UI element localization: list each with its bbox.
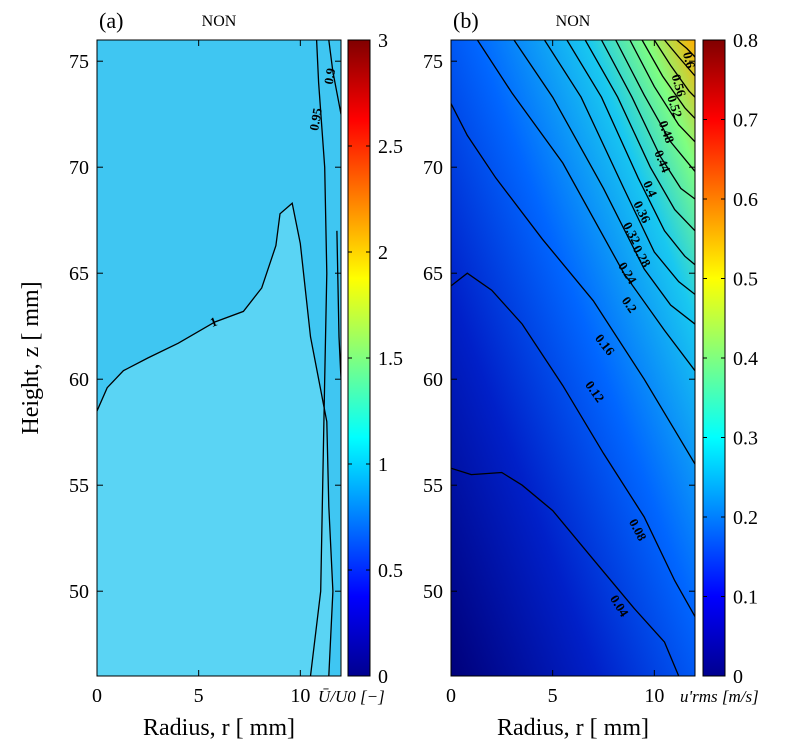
- panel-b-colorbar-tick-label: 0.2: [733, 507, 758, 529]
- panel-b-contour-label: 0.56: [669, 72, 690, 98]
- panel-a-ticks: 0 5 10 50 55 60 65 70 75: [69, 40, 341, 707]
- panel-b-contour-line: [451, 467, 680, 676]
- panel-b-y-tick-label: 75: [423, 51, 443, 73]
- panel-b-contours: [451, 40, 695, 676]
- panel-a-colorbar-tick-label: 1.5: [378, 348, 403, 370]
- panel-b-label: (b): [453, 8, 479, 33]
- panel-b-contour-line: [451, 272, 695, 617]
- panel-b-contour-label: 0.4: [640, 178, 661, 199]
- panel-b-x-tick-label: 0: [446, 685, 456, 707]
- panel-b-colorbar-tick-label: 0.3: [733, 428, 758, 450]
- panel-a-x-tick-label: 5: [194, 685, 204, 707]
- panel-a-y-tick-label: 70: [69, 157, 89, 179]
- panel-a-y-tick-label: 65: [69, 263, 89, 285]
- panel-a-contour-line: [336, 230, 341, 380]
- panel-a-inner-region: [97, 203, 333, 676]
- panel-b-y-tick-label: 70: [423, 157, 443, 179]
- panel-b-contour-line: [653, 40, 695, 98]
- panel-b-contour-line: [451, 103, 695, 465]
- panel-a-y-tick-label: 55: [69, 475, 89, 497]
- panel-a-contour-line: [309, 40, 328, 676]
- panel-b-contour-line: [513, 40, 695, 325]
- panel-b-title: NON: [556, 13, 591, 30]
- panel-b-contour-label: 0.6: [680, 50, 699, 70]
- panel-a-contours: [97, 40, 341, 676]
- panel-b-contour-label: 0.48: [656, 118, 678, 145]
- panel-b-x-tick-label: 10: [644, 685, 664, 707]
- y-axis-label: Height, z [ mm]: [18, 281, 44, 434]
- panel-a-x-tick-label: 0: [92, 685, 102, 707]
- panel-b-contour-line: [676, 40, 695, 58]
- panel-a-contour-label-09: 0.9: [321, 66, 339, 85]
- panel-b-colorbar-label: u'rms [m/s]: [680, 687, 759, 706]
- panel-a-colorbar-tick-label: 0: [378, 666, 388, 688]
- panel-b-colorbar-tick-label: 0.6: [733, 189, 758, 211]
- panel-b-contour-line: [600, 40, 695, 200]
- panel-a: 0 5 10 50 55 60 65 70 75 (a) NON 1 0.95 0.9: [69, 8, 342, 707]
- panel-b-contour-line: [615, 40, 695, 172]
- panel-a-contour-line: [328, 40, 341, 115]
- panel-b-colorbar-ticks: 0 0.1 0.2 0.3 0.4 0.5 0.6 0.7 0.8: [703, 30, 758, 688]
- panel-b-contour-line: [629, 40, 695, 143]
- panel-b-y-tick-label: 55: [423, 475, 443, 497]
- panel-b-colorbar-tick-label: 0.5: [733, 269, 758, 291]
- panel-b-y-tick-label: 65: [423, 263, 443, 285]
- panel-b-colorbar-tick-label: 0: [733, 666, 743, 688]
- panel-b-colorbar: 0 0.1 0.2 0.3 0.4 0.5 0.6 0.7 0.8 u'rms [m/s]: [680, 30, 759, 706]
- panel-a-colorbar-tick-label: 0.5: [378, 560, 403, 582]
- panel-b-contour-line: [476, 40, 695, 372]
- panel-a-contour-label-1: 1: [208, 314, 219, 330]
- panel-b-contour-line: [584, 40, 695, 232]
- panel-a-colorbar: 0 0.5 1 1.5 2 2.5 3 Ū/U0 [−]: [318, 30, 403, 706]
- panel-b-x-tick-label: 5: [548, 685, 558, 707]
- x-axis-label-a: Radius, r [ mm]: [143, 715, 295, 741]
- panel-a-colorbar-tick-label: 2: [378, 242, 388, 264]
- panel-a-y-tick-label: 50: [69, 581, 89, 603]
- panel-a-colorbar-label: Ū/U0 [−]: [318, 687, 385, 706]
- panel-b-colorbar-tick-label: 0.8: [733, 30, 758, 52]
- panel-a-colorbar-tick-label: 1: [378, 454, 388, 476]
- panel-b-y-tick-label: 60: [423, 369, 443, 391]
- panel-a-colorbar-tick-label: 3: [378, 30, 388, 52]
- panel-b-ticks: 0 5 10 50 55 60 65 70 75: [423, 40, 695, 707]
- panel-a-x-tick-label: 10: [290, 685, 310, 707]
- panel-b-y-tick-label: 50: [423, 581, 443, 603]
- panel-b-colorbar-tick-label: 0.7: [733, 110, 758, 132]
- panel-a-colorbar-ticks: 0 0.5 1 1.5 2 2.5 3: [348, 30, 403, 688]
- x-axis-label-b: Radius, r [ mm]: [497, 715, 649, 741]
- panel-b-colorbar-tick-label: 0.4: [733, 348, 758, 370]
- panel-a-label: (a): [99, 8, 123, 33]
- panel-a-contour-label-095: 0.95: [306, 106, 325, 132]
- panel-a-y-tick-label: 75: [69, 51, 89, 73]
- panel-b-contour-label: 0.52: [664, 93, 685, 119]
- panel-b-contour-line: [641, 40, 695, 119]
- panel-b-plot-area: [451, 40, 695, 676]
- panel-a-contour-line: [97, 201, 334, 676]
- panel-a-colorbar-tick-label: 2.5: [378, 136, 403, 158]
- panel-b-colorbar-tick-label: 0.1: [733, 587, 758, 609]
- panel-a-title: NON: [202, 13, 237, 30]
- panel-b-contour-line: [543, 40, 695, 295]
- panel-b-contour-line: [566, 40, 695, 266]
- panel-a-y-tick-label: 60: [69, 369, 89, 391]
- panel-b-contour-line: [664, 40, 695, 77]
